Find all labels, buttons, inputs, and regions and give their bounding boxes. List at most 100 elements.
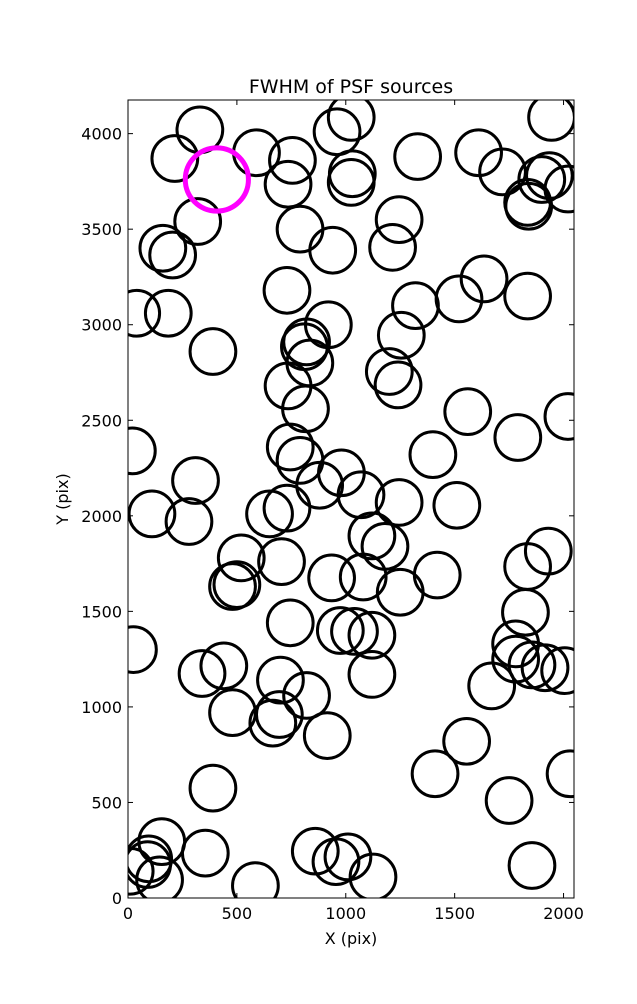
- source-circle: [467, 661, 517, 711]
- x-axis-label: X (pix): [325, 929, 378, 948]
- source-circle: [268, 136, 317, 185]
- source-circle: [374, 478, 424, 527]
- source-circle: [412, 550, 462, 600]
- source-circle: [493, 413, 543, 462]
- source-circle: [503, 271, 552, 321]
- y-tick-label: 1000: [81, 698, 122, 717]
- source-circle: [484, 776, 534, 825]
- source-circle: [507, 841, 557, 890]
- source-circle: [148, 230, 198, 280]
- source-circle: [312, 107, 362, 157]
- source-circle: [188, 763, 238, 813]
- source-circle: [525, 151, 574, 201]
- source-circle: [248, 698, 298, 748]
- source-circle: [336, 470, 386, 520]
- x-tick-label: 2000: [543, 904, 584, 923]
- y-tick-label: 1500: [81, 602, 122, 621]
- y-tick-label: 2000: [81, 507, 122, 526]
- source-circle: [257, 537, 306, 587]
- x-tick-label: 500: [222, 904, 253, 923]
- source-circle: [128, 288, 162, 338]
- x-tick-label: 0: [123, 904, 133, 923]
- source-circle: [164, 497, 214, 546]
- source-circle: [459, 254, 509, 304]
- source-circle: [523, 526, 573, 576]
- y-axis-label: Y (pix): [53, 473, 72, 525]
- source-circle: [262, 265, 312, 315]
- source-circle: [442, 716, 492, 766]
- source-circle: [374, 195, 424, 244]
- source-circle: [375, 567, 425, 617]
- source-circle: [128, 846, 155, 896]
- source-circle: [315, 606, 365, 655]
- source-circle: [501, 587, 550, 637]
- source-circle: [177, 649, 227, 698]
- source-circle: [347, 610, 397, 660]
- plot-frame: [127, 99, 575, 899]
- source-circle: [373, 360, 423, 410]
- y-tick-label: 3500: [81, 220, 122, 239]
- source-circle: [302, 711, 352, 760]
- source-circle: [275, 204, 325, 254]
- y-axis-ticks: 0 500 1000 1500 2000 2500 3000 3500 4000: [81, 125, 574, 908]
- source-circle: [262, 483, 312, 533]
- source-circle: [543, 164, 574, 214]
- y-tick-label: 500: [91, 793, 122, 812]
- source-circle: [143, 288, 193, 338]
- source-circle: [393, 132, 443, 181]
- source-circle: [347, 650, 397, 699]
- source-circle: [254, 690, 304, 739]
- x-tick-label: 1500: [434, 904, 475, 923]
- source-circle: [517, 155, 567, 204]
- source-circle: [368, 222, 417, 272]
- source-circle: [527, 100, 574, 142]
- source-circle: [208, 688, 257, 738]
- y-tick-label: 4000: [81, 125, 122, 144]
- source-circle: [138, 223, 188, 273]
- source-circle: [308, 225, 358, 275]
- source-circle: [282, 317, 331, 367]
- y-tick-label: 2500: [81, 411, 122, 430]
- source-circle: [323, 832, 373, 882]
- source-circle: [265, 598, 315, 648]
- source-circle: [307, 553, 356, 603]
- data-points: [128, 100, 574, 898]
- source-circle: [326, 100, 376, 142]
- source-circle: [410, 749, 460, 799]
- source-circle: [327, 149, 377, 199]
- source-circle: [338, 552, 388, 602]
- source-circle: [391, 281, 440, 330]
- source-circle: [347, 511, 397, 561]
- source-circle: [543, 392, 574, 441]
- source-circle: [503, 542, 552, 591]
- source-circle: [282, 671, 331, 720]
- source-circle: [180, 828, 230, 878]
- source-circle: [348, 852, 398, 898]
- source-circle: [265, 422, 315, 472]
- source-circle: [135, 855, 184, 898]
- source-circle: [263, 159, 313, 209]
- source-circle: [128, 489, 177, 539]
- source-circle: [173, 197, 223, 246]
- source-circle: [231, 861, 280, 898]
- source-circle: [443, 387, 493, 437]
- source-circle: [520, 643, 570, 693]
- source-circle: [128, 625, 158, 674]
- source-circle: [360, 522, 410, 571]
- source-circle: [208, 562, 257, 611]
- source-circle: [364, 347, 414, 396]
- source-circle: [540, 646, 574, 695]
- y-tick-label: 3000: [81, 316, 122, 335]
- source-circle: [376, 310, 426, 360]
- source-circle: [245, 489, 294, 539]
- source-circle: [171, 456, 220, 505]
- source-circle: [128, 426, 157, 476]
- source-circle: [212, 560, 262, 609]
- source-circle: [330, 607, 379, 656]
- source-circle: [432, 480, 482, 530]
- y-tick-label: 0: [112, 889, 122, 908]
- source-circle: [408, 430, 458, 480]
- source-circle: [216, 533, 266, 583]
- source-circle: [150, 134, 200, 183]
